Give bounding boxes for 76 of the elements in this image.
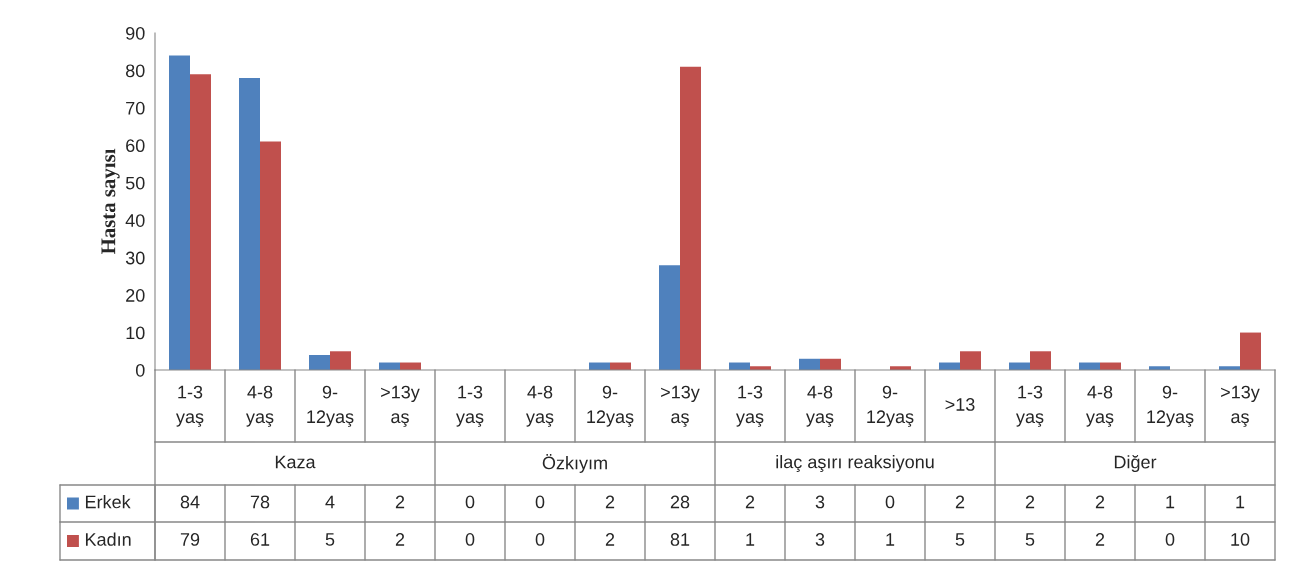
data-label: 79 xyxy=(180,533,200,546)
data-label: 2 xyxy=(395,495,405,509)
data-label: 1 xyxy=(1236,495,1245,509)
y-tick-label: 30 xyxy=(125,251,145,265)
x-tick-label: 4-8 yaş xyxy=(806,385,834,427)
bar xyxy=(190,74,211,370)
y-tick-label: 70 xyxy=(126,101,145,115)
data-label: 5 xyxy=(1025,533,1035,546)
x-tick-label: 1-3 yaş xyxy=(736,385,764,427)
text: Özkıyım xyxy=(542,454,607,473)
text: Kaza xyxy=(275,455,316,469)
bar xyxy=(680,66,701,370)
x-tick-label: 9- 12yaş xyxy=(307,385,354,427)
bar xyxy=(309,355,330,370)
bar xyxy=(659,265,680,370)
y-tick-label: 20 xyxy=(126,289,145,302)
x-tick-label: 1-3 yaş xyxy=(176,385,204,427)
data-label: 81 xyxy=(670,533,690,546)
x-tick-label: 4-8 yaş xyxy=(246,385,274,427)
data-label: 2 xyxy=(395,533,405,546)
y-tick-label: 0 xyxy=(135,363,145,377)
data-label: 61 xyxy=(250,533,270,546)
data-label: 1 xyxy=(1166,495,1175,509)
bar xyxy=(169,55,190,370)
data-label: 2 xyxy=(1095,495,1105,509)
data-label: 3 xyxy=(815,495,825,509)
y-tick-label: 60 xyxy=(126,139,145,153)
data-label: 0 xyxy=(1165,533,1175,546)
y-tick-label: 50 xyxy=(125,176,145,190)
x-tick-label: 9- 12yaş xyxy=(587,385,634,427)
x-tick-label: 9- 12yaş xyxy=(1147,385,1194,427)
x-tick-label: 1-3 yaş xyxy=(456,385,484,427)
y-tick-label: 90 xyxy=(126,26,145,40)
y-tick-label: 10 xyxy=(126,326,145,340)
data-label: 2 xyxy=(1025,495,1035,509)
data-label: 84 xyxy=(180,495,200,509)
y-tick-label: 40 xyxy=(125,214,145,227)
text: Diğer xyxy=(1114,454,1157,473)
data-label: 0 xyxy=(465,495,475,509)
bar xyxy=(960,351,981,370)
y-tick-label: 80 xyxy=(125,64,145,78)
bar xyxy=(330,351,351,370)
y-axis-title: Hasta sayısı xyxy=(101,148,120,255)
data-label: 3 xyxy=(815,533,825,546)
data-label: 78 xyxy=(250,495,270,509)
data-label: 2 xyxy=(605,495,615,509)
data-label: 5 xyxy=(955,533,965,546)
bar xyxy=(239,77,260,370)
legend-label: Erkek xyxy=(85,495,131,509)
data-label: 28 xyxy=(670,495,690,509)
data-label: 0 xyxy=(885,495,895,509)
bar xyxy=(1240,332,1261,370)
x-tick-label: 9- 12yaş xyxy=(867,385,914,427)
data-label: 0 xyxy=(535,495,545,509)
x-tick-label: >13 xyxy=(945,398,975,411)
data-label: 4 xyxy=(325,495,335,509)
text: ilaç aşırı reaksiyonu xyxy=(776,455,934,472)
legend-label: Kadın xyxy=(85,532,131,546)
bar xyxy=(1030,351,1051,370)
data-label: 0 xyxy=(535,533,545,546)
data-label: 1 xyxy=(886,533,895,546)
x-tick-label: >13y aş xyxy=(661,385,700,427)
data-label: 2 xyxy=(745,495,755,509)
data-label: 2 xyxy=(955,495,965,509)
data-label: 10 xyxy=(1231,533,1250,546)
x-tick-label: 1-3 yaş xyxy=(1016,385,1044,427)
x-tick-label: 4-8 yaş xyxy=(526,385,554,427)
x-tick-label: >13y aş xyxy=(381,385,420,427)
data-label: 1 xyxy=(746,533,755,546)
x-tick-label: 4-8 yaş xyxy=(1086,385,1114,427)
data-label: 5 xyxy=(325,533,335,546)
x-tick-label: >13y aş xyxy=(1221,385,1260,427)
data-label: 2 xyxy=(605,533,615,546)
data-label: 0 xyxy=(465,533,475,546)
data-label: 2 xyxy=(1095,533,1105,546)
bar xyxy=(260,141,281,370)
